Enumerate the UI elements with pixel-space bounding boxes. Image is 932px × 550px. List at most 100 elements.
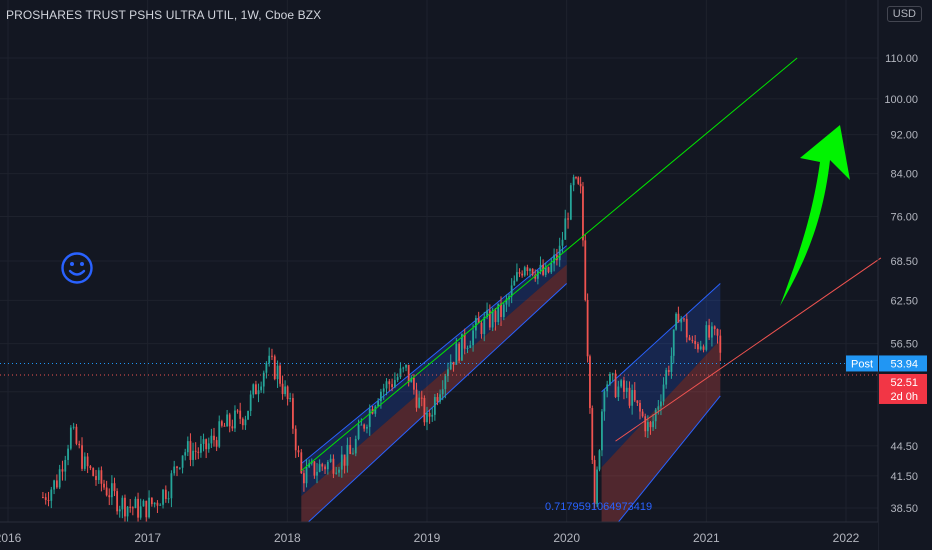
- x-tick-label: 2017: [134, 531, 161, 545]
- last-price-value: 52.51: [890, 377, 918, 389]
- countdown-value: 2d 0h: [890, 391, 918, 403]
- candle-body: [625, 387, 628, 392]
- candle-body: [83, 456, 86, 469]
- candle-body: [441, 389, 444, 395]
- candle-body: [178, 467, 181, 469]
- candle-body: [491, 310, 494, 328]
- y-tick-label: 62.50: [890, 295, 918, 307]
- candle-body: [64, 459, 67, 472]
- candle-body: [366, 426, 368, 429]
- candle-body: [377, 401, 380, 407]
- candle-body: [667, 370, 670, 372]
- y-tick-label: 44.50: [890, 441, 918, 453]
- up-arrow-icon: [780, 125, 850, 306]
- candle-body: [164, 489, 167, 499]
- candle-body: [596, 469, 598, 505]
- candle-body: [326, 461, 329, 470]
- candle-body: [518, 272, 521, 274]
- candle-body: [374, 406, 377, 414]
- candle-body: [584, 240, 587, 300]
- candle-body: [194, 450, 197, 452]
- y-tick-label: 100.00: [884, 94, 918, 106]
- candle-body: [644, 416, 647, 432]
- candle-body: [603, 391, 606, 412]
- candle-body: [305, 467, 308, 484]
- candle-body: [461, 333, 463, 361]
- time-axis-bg: [0, 522, 878, 550]
- candle-body: [354, 438, 357, 454]
- candle-body: [167, 498, 170, 500]
- candle-body: [623, 380, 625, 392]
- candle-body: [137, 498, 139, 518]
- candle-body: [357, 424, 360, 439]
- candle-body: [300, 452, 303, 474]
- candle-body: [303, 473, 305, 484]
- candle-body: [50, 489, 53, 501]
- candle-body: [620, 380, 623, 387]
- channel-lower-line: [601, 395, 721, 544]
- grid: [0, 0, 878, 522]
- candle-body: [431, 414, 434, 417]
- candle-body: [324, 466, 326, 470]
- candle-body: [436, 397, 439, 402]
- candle-body: [591, 408, 594, 460]
- candle-body: [393, 380, 396, 388]
- candle-body: [505, 299, 508, 305]
- candle-body: [170, 473, 173, 499]
- x-tick-label: 2019: [414, 531, 441, 545]
- candle-body: [126, 506, 129, 517]
- post-tag-label: Post: [851, 358, 873, 370]
- candle-body: [654, 409, 657, 422]
- candle-body: [639, 402, 641, 412]
- candle-body: [617, 386, 620, 398]
- candle-body: [108, 495, 111, 498]
- candle-body: [486, 310, 488, 318]
- candle-body: [95, 475, 97, 481]
- candle-body: [247, 410, 249, 420]
- candle-body: [268, 355, 271, 364]
- candle-body: [439, 394, 441, 402]
- candle-body: [513, 280, 516, 286]
- y-tick-label: 92.00: [890, 130, 918, 142]
- candle-body: [719, 335, 722, 353]
- candle-body: [255, 384, 257, 395]
- candle-body: [455, 343, 458, 365]
- candle-body: [680, 318, 683, 323]
- currency-button[interactable]: USD: [886, 6, 922, 22]
- candle-body: [426, 412, 428, 423]
- candle-body: [58, 469, 61, 488]
- candle-body: [97, 470, 100, 481]
- trend-line-green: [300, 57, 798, 472]
- candle-body: [139, 506, 142, 518]
- candle-body: [657, 406, 660, 410]
- channel-lower-fill: [601, 339, 721, 543]
- candle-body: [162, 489, 164, 505]
- candle-body: [716, 329, 719, 336]
- candle-body: [113, 483, 116, 492]
- candle-body: [55, 480, 58, 488]
- chart-title: PROSHARES TRUST PSHS ULTRA UTIL, 1W, Cbo…: [6, 8, 322, 22]
- candle-body: [75, 426, 78, 444]
- candle-body: [226, 414, 229, 427]
- candle-body: [708, 325, 711, 338]
- candle-body: [662, 384, 665, 402]
- candle-body: [260, 386, 263, 391]
- candle-body: [297, 450, 300, 453]
- candle-body: [215, 440, 218, 447]
- candle-body: [281, 383, 284, 395]
- candle-body: [110, 483, 113, 498]
- candle-body: [646, 422, 649, 432]
- candle-body: [186, 441, 189, 453]
- candle-body: [391, 384, 393, 388]
- candle-body: [558, 245, 561, 261]
- x-tick-label: 2021: [693, 531, 720, 545]
- candle-body: [42, 497, 44, 499]
- candle-body: [569, 185, 572, 220]
- y-tick-label: 110.00: [885, 53, 918, 65]
- candle-body: [234, 410, 236, 429]
- y-tick-label: 56.50: [890, 339, 918, 351]
- y-tick-label: 84.00: [890, 169, 918, 181]
- candle-body: [86, 456, 89, 467]
- candle-body: [67, 448, 69, 460]
